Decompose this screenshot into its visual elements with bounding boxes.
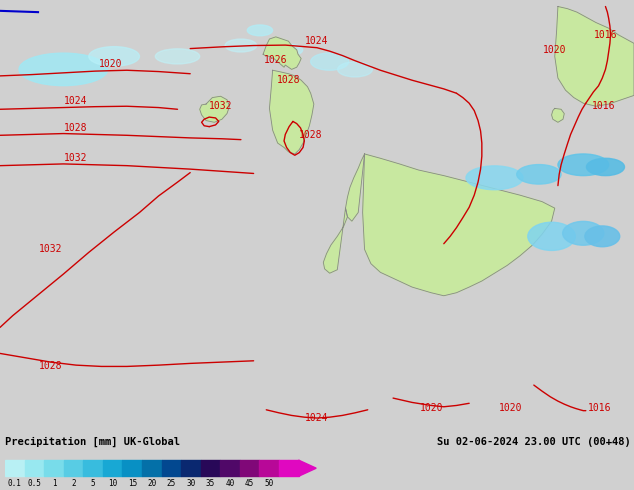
Text: 1020: 1020 bbox=[498, 403, 522, 413]
Bar bbox=[122, 460, 142, 476]
Text: 50: 50 bbox=[264, 479, 274, 488]
Ellipse shape bbox=[563, 221, 604, 245]
Text: 1: 1 bbox=[52, 479, 56, 488]
Text: 1028: 1028 bbox=[276, 75, 301, 85]
Text: 40: 40 bbox=[226, 479, 235, 488]
Text: 0.1: 0.1 bbox=[8, 479, 22, 488]
Bar bbox=[103, 460, 122, 476]
Text: 35: 35 bbox=[206, 479, 215, 488]
Text: 5: 5 bbox=[91, 479, 96, 488]
Polygon shape bbox=[299, 460, 316, 476]
Ellipse shape bbox=[247, 25, 273, 36]
Polygon shape bbox=[263, 37, 301, 70]
Ellipse shape bbox=[558, 154, 609, 175]
Bar bbox=[279, 460, 299, 476]
Text: 1026: 1026 bbox=[264, 55, 288, 65]
Polygon shape bbox=[200, 96, 230, 122]
Ellipse shape bbox=[19, 53, 108, 86]
Text: 10: 10 bbox=[108, 479, 117, 488]
Polygon shape bbox=[269, 70, 314, 154]
Polygon shape bbox=[323, 208, 347, 273]
Bar bbox=[25, 460, 44, 476]
Bar bbox=[44, 460, 64, 476]
Text: 1032: 1032 bbox=[64, 153, 88, 163]
Text: 1016: 1016 bbox=[593, 30, 618, 40]
Text: 1016: 1016 bbox=[592, 101, 616, 111]
Text: 15: 15 bbox=[127, 479, 137, 488]
Polygon shape bbox=[552, 108, 564, 122]
Ellipse shape bbox=[585, 226, 619, 247]
Text: 1032: 1032 bbox=[39, 244, 63, 253]
Text: Precipitation [mm] UK-Global: Precipitation [mm] UK-Global bbox=[5, 437, 180, 447]
Text: 1028: 1028 bbox=[299, 130, 323, 140]
Ellipse shape bbox=[89, 47, 139, 66]
Bar bbox=[240, 460, 259, 476]
Ellipse shape bbox=[337, 62, 373, 77]
Bar bbox=[162, 460, 181, 476]
Text: 1028: 1028 bbox=[64, 123, 88, 133]
Text: 1016: 1016 bbox=[588, 403, 612, 413]
Polygon shape bbox=[555, 6, 634, 106]
Bar bbox=[221, 460, 240, 476]
Polygon shape bbox=[363, 154, 555, 296]
Text: 1020: 1020 bbox=[419, 403, 443, 413]
Ellipse shape bbox=[280, 45, 303, 55]
Bar bbox=[259, 460, 279, 476]
Text: 1028: 1028 bbox=[39, 362, 63, 371]
Bar bbox=[181, 460, 201, 476]
Bar bbox=[5, 460, 25, 476]
Text: Su 02-06-2024 23.00 UTC (00+48): Su 02-06-2024 23.00 UTC (00+48) bbox=[437, 437, 631, 447]
Text: 1020: 1020 bbox=[99, 59, 123, 69]
Ellipse shape bbox=[155, 49, 200, 64]
Text: 30: 30 bbox=[186, 479, 196, 488]
Text: 1024: 1024 bbox=[305, 413, 329, 423]
Polygon shape bbox=[346, 154, 365, 221]
Ellipse shape bbox=[586, 158, 624, 175]
Text: 45: 45 bbox=[245, 479, 254, 488]
Text: 25: 25 bbox=[167, 479, 176, 488]
Bar bbox=[201, 460, 221, 476]
Ellipse shape bbox=[311, 53, 349, 70]
Text: 2: 2 bbox=[71, 479, 76, 488]
Ellipse shape bbox=[225, 39, 257, 52]
Text: 0.5: 0.5 bbox=[27, 479, 41, 488]
Text: 1032: 1032 bbox=[209, 101, 233, 111]
Bar bbox=[83, 460, 103, 476]
Ellipse shape bbox=[517, 165, 561, 184]
Text: 1024: 1024 bbox=[305, 36, 329, 46]
Bar bbox=[142, 460, 162, 476]
Text: 1024: 1024 bbox=[64, 96, 88, 106]
Text: 1020: 1020 bbox=[543, 45, 567, 55]
Ellipse shape bbox=[528, 222, 576, 250]
Bar bbox=[64, 460, 83, 476]
Ellipse shape bbox=[466, 166, 523, 190]
Text: 20: 20 bbox=[147, 479, 157, 488]
